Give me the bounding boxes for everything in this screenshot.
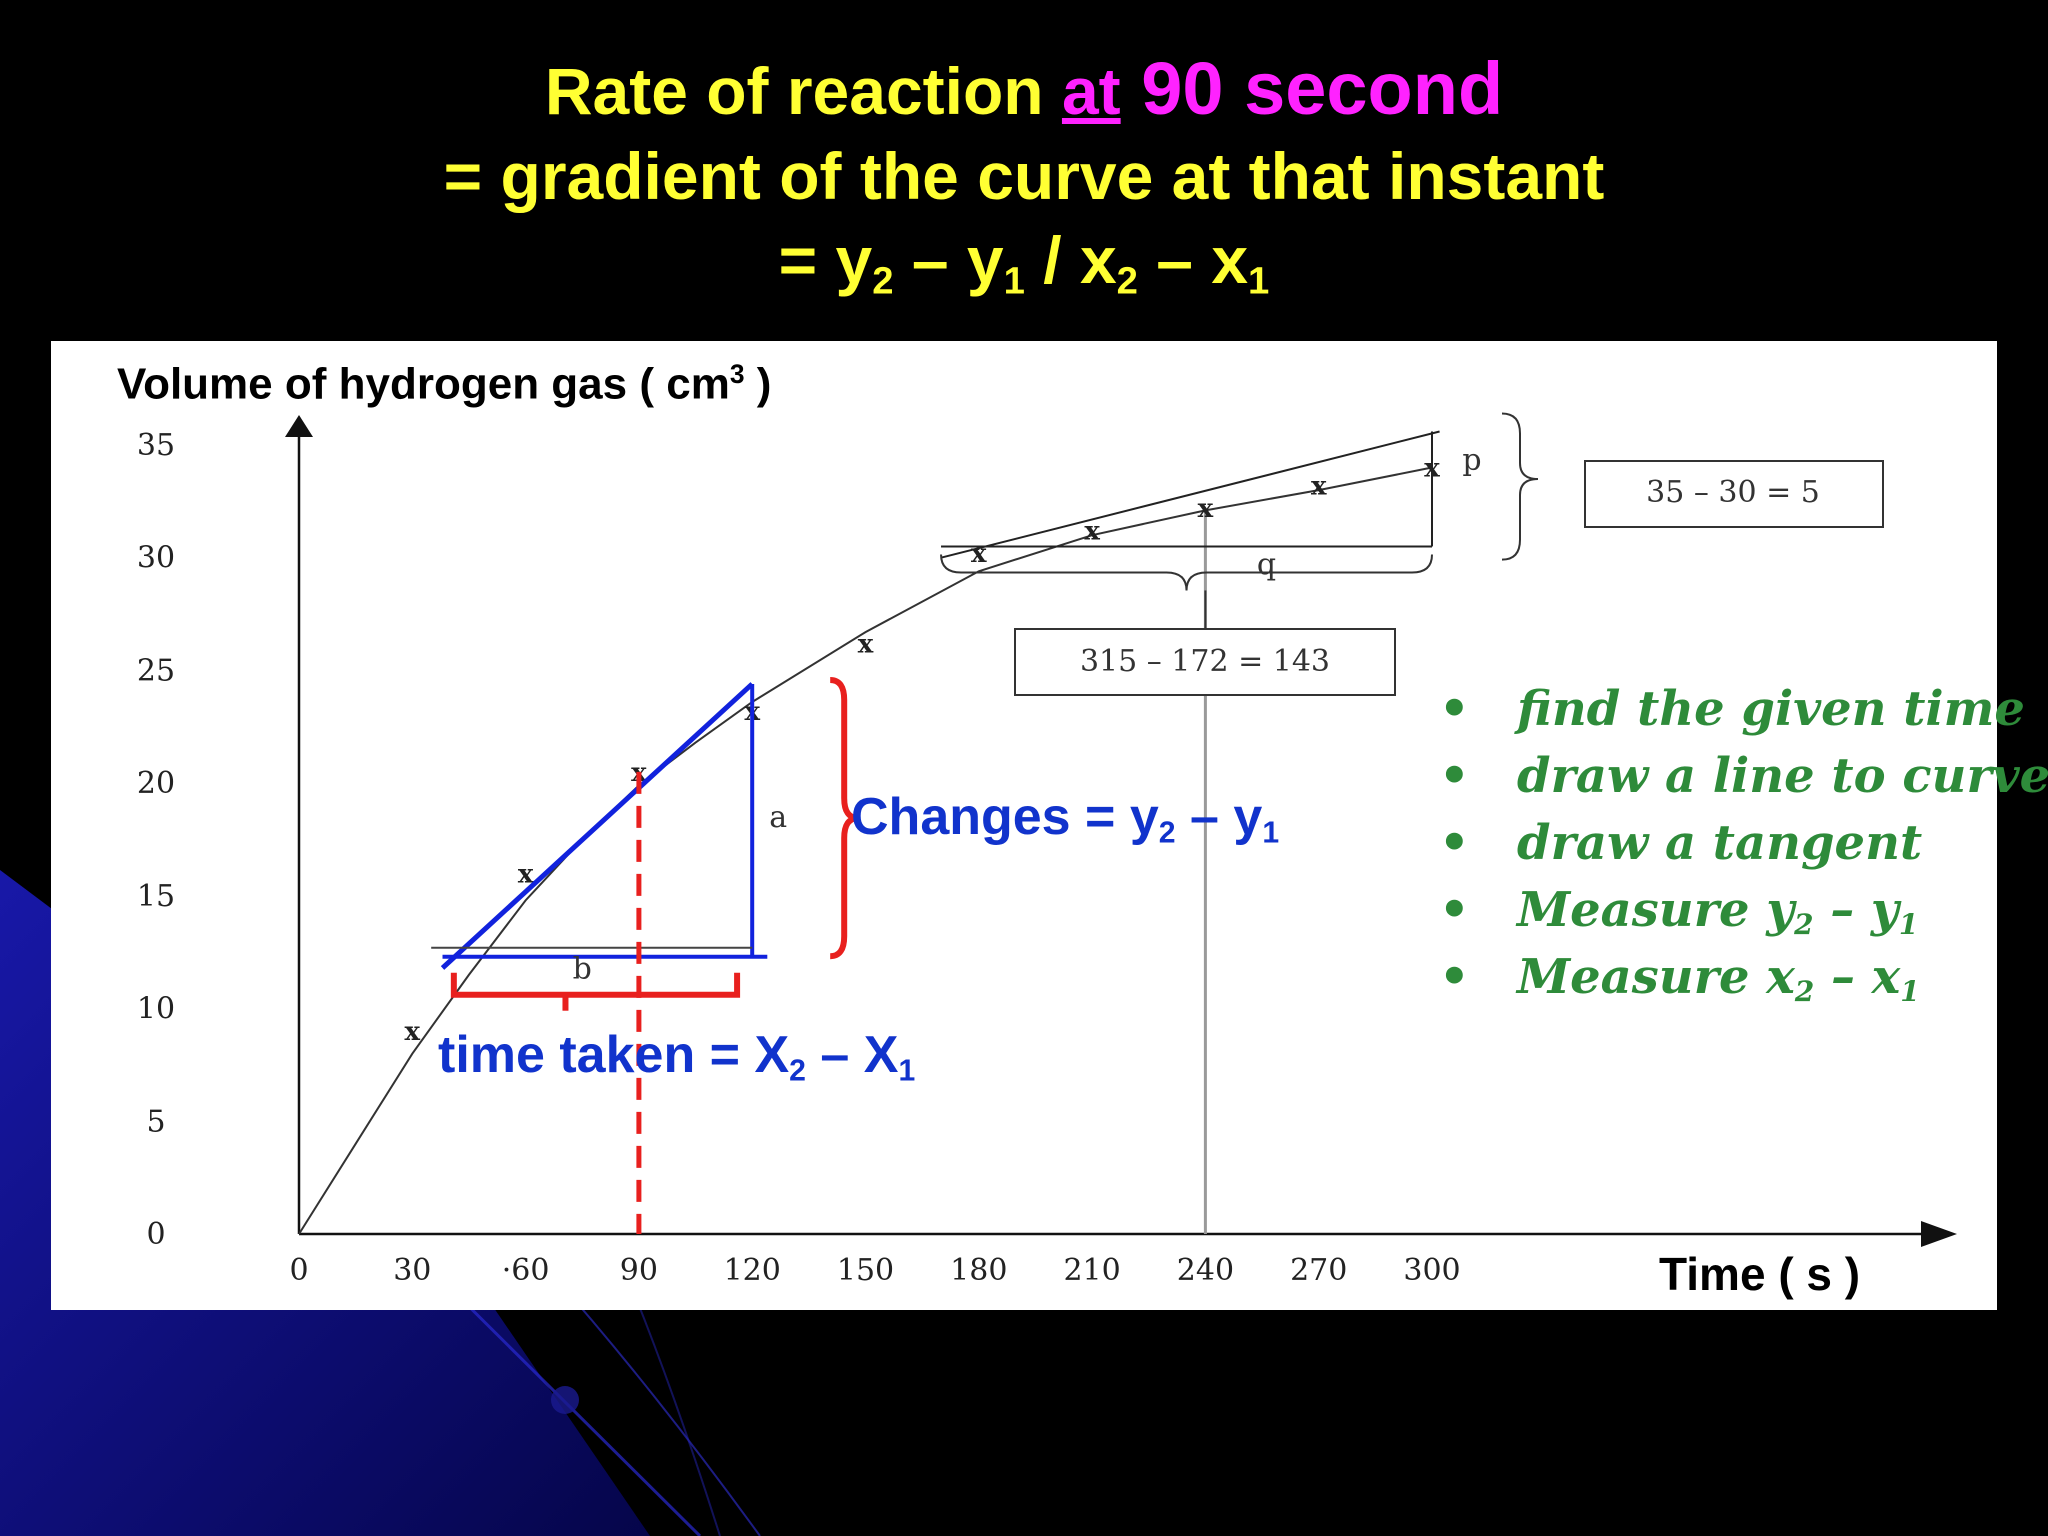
data-curve bbox=[298, 466, 1433, 1235]
data-point-marker: x bbox=[405, 1017, 421, 1047]
title-line-2: = gradient of the curve at that instant bbox=[443, 139, 1605, 213]
changes-sub: 2 bbox=[1158, 816, 1176, 850]
y-tick-label: 30 bbox=[137, 541, 175, 576]
formula-part: / x bbox=[1024, 223, 1117, 297]
data-point-marker: x bbox=[1311, 472, 1327, 502]
bullet-icon: • bbox=[1439, 949, 1470, 1005]
rate-denominator-text: 315 – 172 = 143 bbox=[1080, 644, 1330, 679]
step-sub: 2 bbox=[1794, 907, 1814, 941]
step-text: Measure x bbox=[1517, 949, 1795, 1005]
x-axis-title: Time ( s ) bbox=[1659, 1248, 1861, 1300]
formula-part: – x bbox=[1137, 223, 1249, 297]
y-title-end: ) bbox=[744, 359, 772, 409]
step-item: • draw a tangent bbox=[1391, 815, 2048, 882]
title-time-text: 90 second bbox=[1120, 47, 1504, 130]
formula-sub: 1 bbox=[1248, 259, 1270, 303]
step-text: draw a tangent bbox=[1517, 815, 1923, 871]
y-tick-label: 0 bbox=[146, 1217, 165, 1252]
step-item: • find the given time bbox=[1391, 681, 2048, 748]
title-at-text: at bbox=[1061, 54, 1121, 128]
x-tick-label: 0 bbox=[289, 1253, 308, 1288]
changes-text: – y bbox=[1175, 788, 1263, 846]
bullet-icon: • bbox=[1439, 748, 1470, 804]
step-text: draw a line to curve bbox=[1517, 748, 2048, 804]
data-point-marker: x bbox=[1084, 517, 1100, 547]
rate-numerator-box bbox=[1584, 460, 1884, 528]
y-title-text: Volume of hydrogen gas ( cm bbox=[117, 359, 730, 409]
y-axis-arrow-icon bbox=[285, 415, 313, 437]
step-item: • draw a line to curve bbox=[1391, 748, 2048, 815]
y-title-sup: 3 bbox=[729, 359, 745, 389]
time-text: time taken = X bbox=[438, 1026, 790, 1084]
steps-list: • find the given time • draw a line to curv… bbox=[1391, 681, 2048, 1016]
x-tick-label: 180 bbox=[950, 1253, 1007, 1288]
step-sub: 2 bbox=[1794, 974, 1815, 1008]
title-line-3: = y2 – y1 / x2 – x1 bbox=[0, 222, 2048, 300]
y-tick-label: 25 bbox=[137, 653, 175, 688]
x-tick-label: 270 bbox=[1290, 1253, 1347, 1288]
bracket-time bbox=[450, 972, 741, 998]
step-text: – y bbox=[1813, 882, 1899, 938]
bullet-icon: • bbox=[1439, 681, 1470, 737]
data-point-marker: x bbox=[1198, 494, 1214, 524]
label-q: q bbox=[1257, 547, 1276, 582]
time-sub: 2 bbox=[789, 1054, 806, 1088]
y-tick-label: 35 bbox=[137, 428, 175, 463]
brace-p bbox=[1501, 412, 1539, 561]
step-text: find the given time bbox=[1517, 681, 2025, 737]
step-sub: 1 bbox=[1898, 907, 1919, 941]
chart-panel: 0 30 ·60 90 120 150 180 210 240 270 300 0 5 10 15 20 25 3… bbox=[51, 341, 2048, 1310]
formula-part: – y bbox=[893, 223, 1004, 297]
title-line-1: Rate of reaction at 90 second bbox=[0, 46, 2048, 131]
label-p: p bbox=[1462, 443, 1481, 478]
step-item: • Measure y2 – y1 bbox=[1391, 882, 2048, 949]
x-tick-label: 300 bbox=[1403, 1253, 1460, 1288]
step-text: Measure y bbox=[1517, 882, 1795, 938]
chart-svg: 0 30 ·60 90 120 150 180 210 240 270 300 0 5 10 15 20 25 3… bbox=[137, 412, 1957, 1288]
label-a: a bbox=[769, 800, 787, 835]
formula-sub: 2 bbox=[1116, 259, 1138, 303]
tangent-line-90 bbox=[440, 682, 754, 970]
formula-part: = y bbox=[778, 223, 873, 297]
x-tick-label: 240 bbox=[1177, 1253, 1234, 1288]
x-tick-label: 30 bbox=[393, 1253, 431, 1288]
brace-changes bbox=[829, 676, 859, 960]
y-tick-label: 20 bbox=[137, 766, 175, 801]
formula-sub: 2 bbox=[872, 259, 894, 303]
data-point-marker: x bbox=[971, 539, 987, 569]
formula-sub: 1 bbox=[1003, 259, 1025, 303]
title-rate-text: Rate of reaction bbox=[544, 54, 1062, 128]
time-sub: 1 bbox=[898, 1054, 916, 1088]
data-point-marker: x bbox=[518, 859, 534, 889]
label-b: b bbox=[573, 952, 592, 987]
y-tick-label: 15 bbox=[137, 879, 175, 914]
tangent-line-240 bbox=[940, 430, 1440, 559]
step-item: • Measure x2 – x1 bbox=[1391, 949, 2048, 1016]
x-tick-label: 90 bbox=[620, 1253, 658, 1288]
bullet-icon: • bbox=[1439, 815, 1470, 871]
x-axis-arrow-icon bbox=[1921, 1221, 1957, 1247]
changes-sub: 1 bbox=[1262, 816, 1280, 850]
rate-denominator-box bbox=[1014, 628, 1396, 696]
x-tick-label: 210 bbox=[1063, 1253, 1120, 1288]
rate-numerator-text: 35 – 30 = 5 bbox=[1646, 475, 1820, 510]
step-sub: 1 bbox=[1900, 974, 1920, 1008]
y-axis-title: Volume of hydrogen gas ( cm3 ) bbox=[117, 359, 771, 410]
x-tick-label: 120 bbox=[724, 1253, 781, 1288]
time-text: – X bbox=[805, 1026, 899, 1084]
x-tick-label: 150 bbox=[837, 1253, 894, 1288]
y-tick-label: 10 bbox=[137, 992, 175, 1027]
data-point-marker: x bbox=[858, 629, 874, 659]
changes-label: Changes = y2 – y1 bbox=[851, 787, 1280, 850]
changes-text: Changes = y bbox=[851, 788, 1159, 846]
time-taken-label: time taken = X2 – X1 bbox=[438, 1025, 916, 1088]
step-text: – x bbox=[1814, 949, 1901, 1005]
bullet-icon: • bbox=[1439, 882, 1470, 938]
x-tick-label: ·60 bbox=[502, 1253, 550, 1288]
y-tick-label: 5 bbox=[146, 1104, 165, 1139]
